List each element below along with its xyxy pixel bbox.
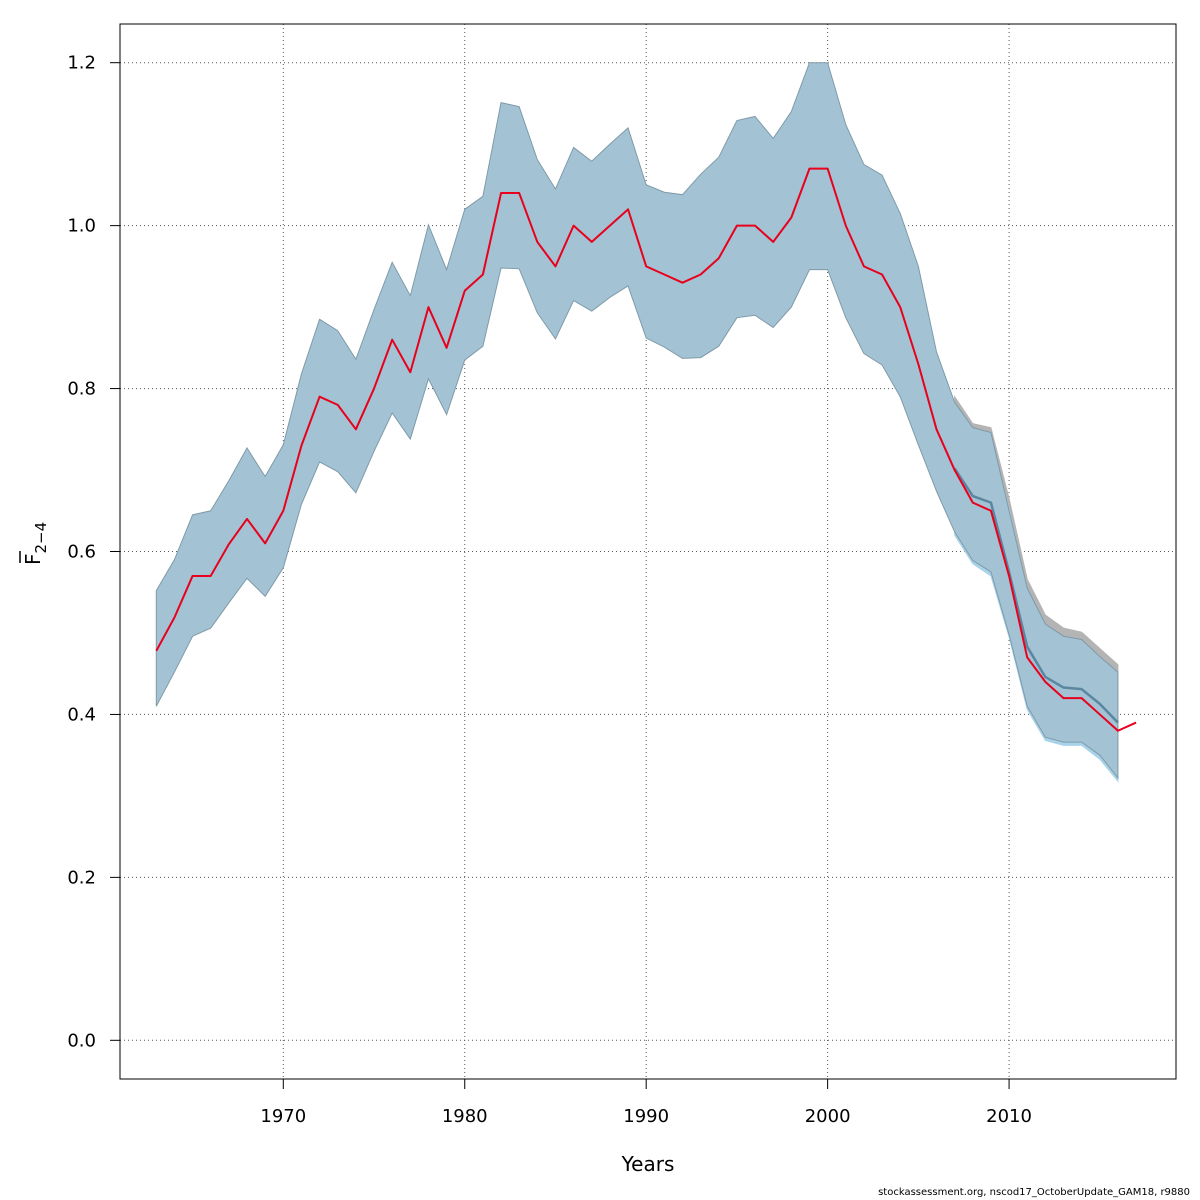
y-axis-title-subscript: 2−4 — [32, 522, 50, 554]
x-tick-label-3: 2000 — [805, 1106, 851, 1127]
y-tick-label-2: 0.4 — [67, 704, 96, 725]
svg-text:F2−4: F2−4 — [21, 522, 50, 565]
y-axis: 0.0 0.2 0.4 0.6 0.8 1.0 1.2 — [67, 53, 120, 1051]
y-tick-label-4: 0.8 — [67, 379, 96, 400]
x-tick-label-4: 2010 — [986, 1106, 1032, 1127]
y-tick-label-0: 0.0 — [67, 1030, 96, 1051]
y-tick-label-1: 0.2 — [67, 867, 96, 888]
confidence-bands — [155, 62, 1119, 783]
confidence-band — [155, 62, 1119, 780]
retro-estimate-line — [953, 467, 1119, 724]
x-tick-label-0: 1970 — [260, 1106, 306, 1127]
estimate-line — [155, 167, 1137, 732]
estimate-lines — [155, 167, 1137, 732]
y-axis-title: F2−4 — [19, 522, 50, 565]
footer-credit: stockassessment.org, nscod17_OctoberUpda… — [878, 1187, 1190, 1198]
y-tick-label-5: 1.0 — [67, 216, 96, 237]
x-tick-label-2: 1990 — [623, 1106, 669, 1127]
x-axis: 1970 1980 1990 2000 2010 — [260, 1079, 1032, 1127]
y-tick-label-6: 1.2 — [67, 53, 96, 74]
y-axis-title-main: F — [21, 553, 45, 565]
x-axis-title: Years — [621, 1152, 675, 1176]
x-tick-label-1: 1980 — [442, 1106, 488, 1127]
y-tick-label-3: 0.6 — [67, 542, 96, 563]
